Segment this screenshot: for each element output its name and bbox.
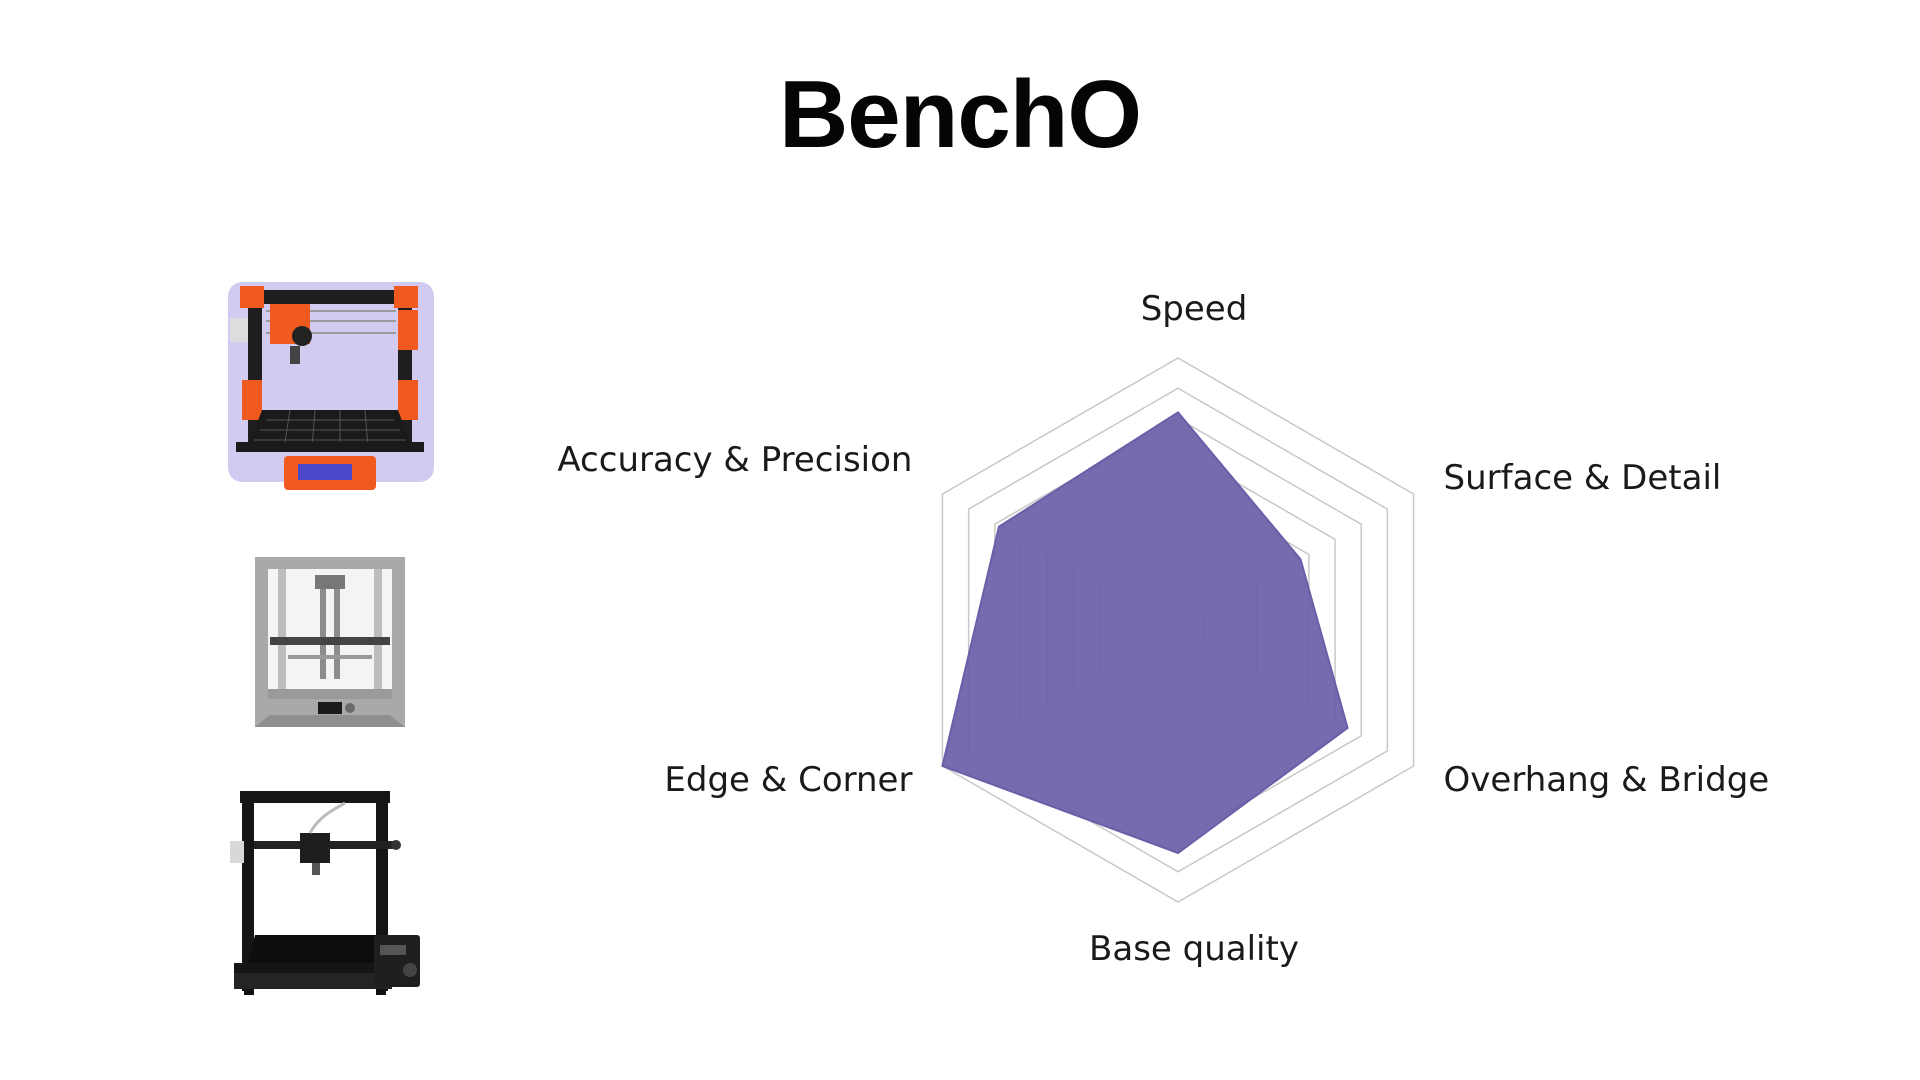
black-open-frame-printer-icon — [200, 785, 460, 995]
radar-series-0 — [941, 411, 1349, 855]
radar-data — [941, 411, 1349, 855]
axis-label-5: Accuracy & Precision — [557, 440, 912, 480]
orange-open-frame-printer-icon — [200, 270, 460, 500]
axis-label-1: Surface & Detail — [1444, 458, 1722, 498]
radar-axis-labels: Speed Surface & Detail Overhang & Bridge Ba… — [557, 289, 1769, 969]
axis-label-3: Base quality — [1089, 929, 1299, 969]
grey-enclosed-printer-icon — [200, 555, 460, 730]
grid-ring — [967, 387, 1389, 873]
page-title: BenchO — [778, 61, 1142, 168]
printer-list — [200, 270, 460, 1010]
axis-label-0: Speed — [1141, 289, 1248, 329]
axis-label-2: Overhang & Bridge — [1444, 760, 1770, 800]
grid-ring — [941, 357, 1415, 903]
axis-label-4: Edge & Corner — [664, 760, 912, 800]
